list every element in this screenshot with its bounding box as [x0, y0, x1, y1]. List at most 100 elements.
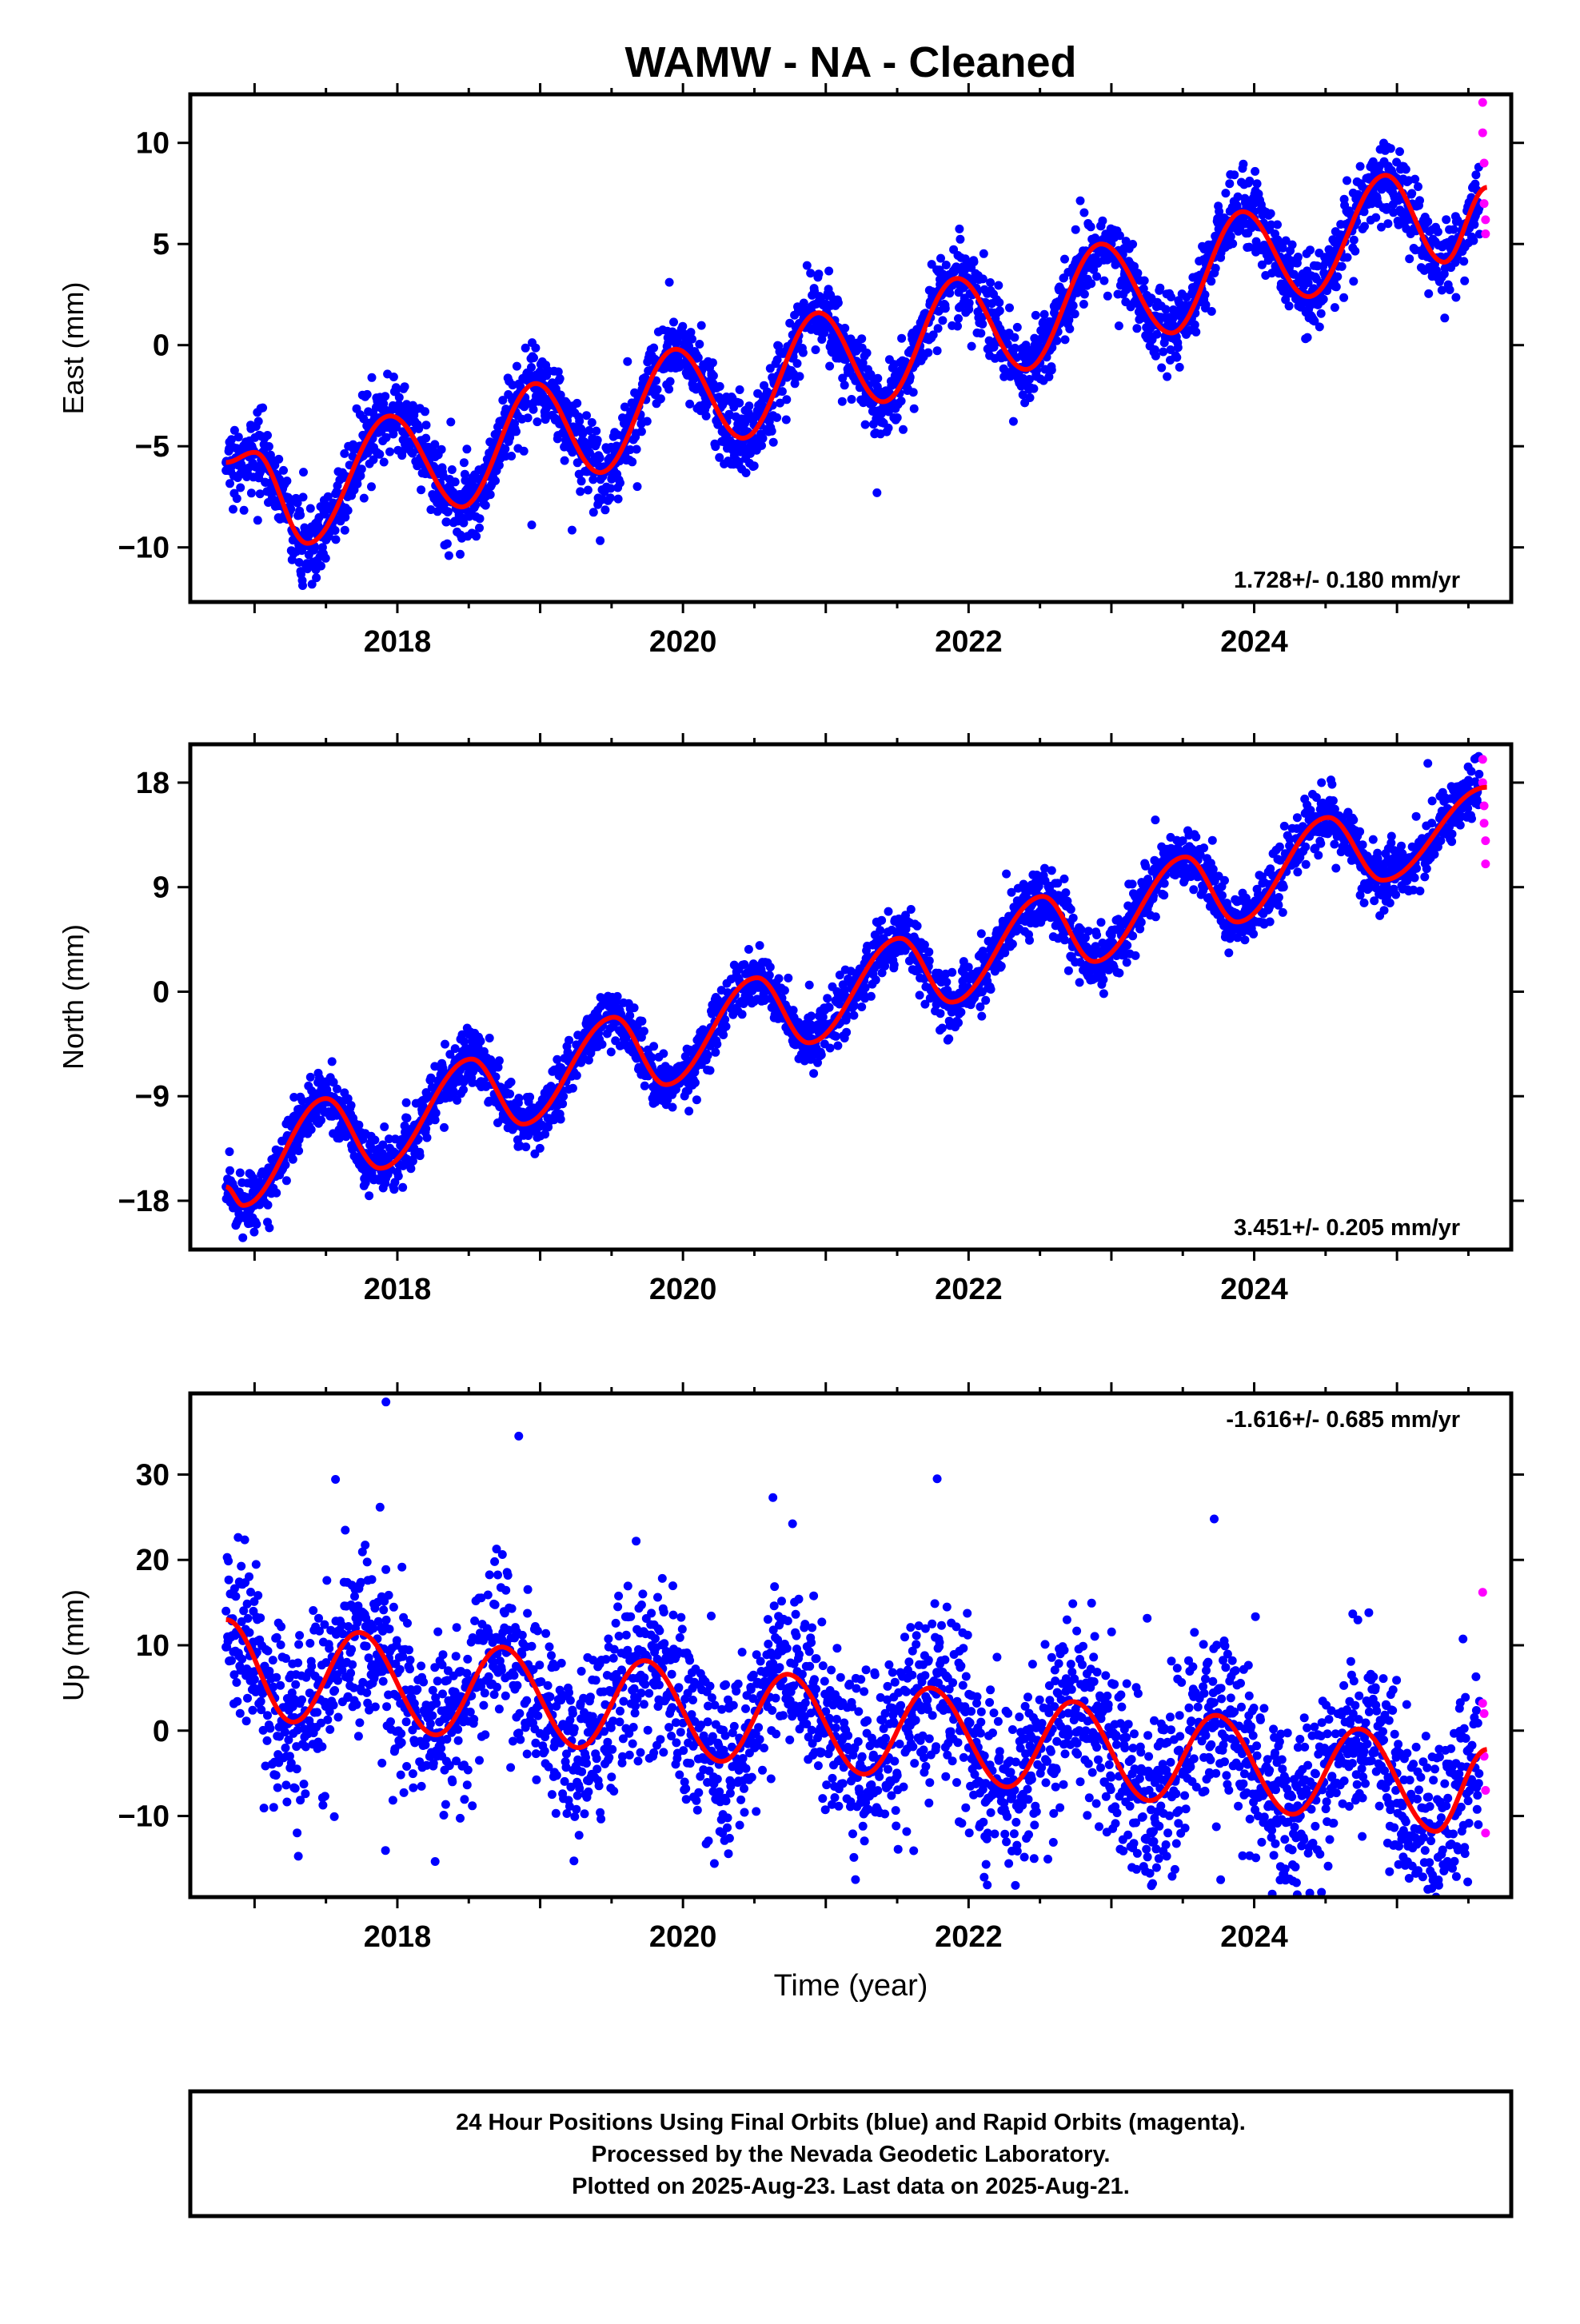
final-orbit-point [1139, 284, 1148, 293]
final-orbit-point [1005, 303, 1014, 313]
final-orbit-point [932, 346, 942, 356]
final-orbit-point [953, 321, 962, 331]
final-orbit-point [735, 385, 744, 394]
final-orbit-point [501, 444, 510, 454]
final-orbit-point [871, 975, 880, 985]
final-orbit-point [978, 319, 988, 329]
final-orbit-point [690, 1078, 700, 1087]
final-orbit-point [1190, 320, 1199, 329]
east-y-ticks [178, 142, 1524, 549]
final-orbit-point [1359, 207, 1369, 217]
final-orbit-point [1075, 196, 1085, 205]
final-orbit-point [809, 1069, 819, 1078]
final-orbit-point [1010, 333, 1019, 342]
final-orbit-point [955, 224, 964, 233]
final-orbit-point [235, 1168, 245, 1178]
final-orbit-point [1061, 888, 1071, 898]
final-orbit-point [582, 411, 591, 421]
final-orbit-point [1207, 307, 1216, 316]
final-orbit-point [1230, 170, 1239, 180]
final-orbit-point [806, 269, 816, 278]
final-orbit-point [512, 361, 521, 371]
final-orbit-point [378, 1140, 388, 1150]
final-orbit-point [1351, 246, 1360, 256]
final-orbit-point [450, 477, 460, 487]
final-orbit-point [272, 1188, 281, 1198]
final-orbit-point [1060, 335, 1070, 345]
final-orbit-point [225, 1166, 234, 1175]
final-orbit-point [1389, 208, 1398, 217]
final-orbit-point [422, 1133, 432, 1142]
final-orbit-point [862, 349, 872, 357]
final-orbit-point [866, 991, 876, 1001]
final-orbit-point [310, 543, 320, 552]
final-orbit-point [924, 956, 934, 966]
final-orbit-point [1226, 232, 1235, 241]
final-orbit-point [1215, 207, 1224, 216]
y-tick-label: 10 [136, 127, 170, 161]
final-orbit-point [1029, 384, 1039, 393]
final-orbit-point [457, 1030, 467, 1039]
final-orbit-point [529, 405, 538, 414]
final-orbit-point [394, 393, 404, 402]
final-orbit-point [531, 343, 541, 353]
final-orbit-point [529, 353, 538, 363]
final-orbit-point [1371, 213, 1381, 222]
final-orbit-point [514, 1094, 524, 1103]
final-orbit-point [362, 389, 372, 399]
final-orbit-point [842, 1027, 852, 1037]
final-orbit-point [937, 1023, 947, 1033]
final-orbit-point [737, 1010, 747, 1019]
final-orbit-point [1064, 315, 1074, 325]
final-orbit-point [258, 403, 268, 413]
final-orbit-point [587, 418, 596, 427]
final-orbit-point [781, 415, 791, 425]
final-orbit-point [757, 440, 766, 450]
final-orbit-point [637, 1016, 647, 1026]
final-orbit-point [1003, 339, 1012, 349]
final-orbit-point [249, 1227, 259, 1237]
final-orbit-point [933, 324, 943, 333]
final-orbit-point [565, 1035, 573, 1045]
final-orbit-point [1306, 245, 1315, 255]
final-orbit-point [354, 1120, 364, 1130]
final-orbit-point [1407, 189, 1417, 198]
final-orbit-point [623, 357, 632, 366]
final-orbit-point [553, 1054, 562, 1064]
final-orbit-point [628, 457, 637, 467]
final-orbit-point [519, 446, 529, 456]
final-orbit-point [521, 1142, 531, 1152]
final-orbit-point [494, 1056, 504, 1066]
final-orbit-point [1167, 293, 1175, 301]
final-orbit-point [741, 468, 751, 477]
east-frame [188, 92, 1514, 604]
final-orbit-point [553, 367, 563, 377]
final-orbit-point [1293, 253, 1303, 261]
final-orbit-point [664, 385, 674, 394]
final-orbit-point [986, 278, 995, 287]
final-orbit-point [312, 573, 321, 583]
east-rate-label: 1.728+/- 0.180 mm/yr [1234, 568, 1460, 593]
final-orbit-point [1175, 362, 1184, 372]
final-orbit-point [1377, 222, 1386, 232]
final-orbit-point [945, 289, 955, 298]
final-orbit-point [447, 465, 457, 474]
final-orbit-point [979, 249, 988, 258]
final-orbit-point [1278, 243, 1287, 253]
final-orbit-point [1076, 925, 1086, 935]
final-orbit-point [1099, 989, 1108, 999]
final-orbit-point [678, 321, 688, 331]
final-orbit-point [956, 234, 965, 244]
final-orbit-point [305, 1072, 315, 1082]
final-orbit-point [1089, 265, 1099, 274]
final-orbit-point [1401, 165, 1410, 174]
final-orbit-point [221, 466, 231, 476]
final-orbit-point [744, 945, 753, 954]
final-orbit-point [1122, 285, 1131, 294]
final-orbit-point [1155, 283, 1165, 293]
final-orbit-point [656, 394, 665, 404]
final-orbit-point [1207, 277, 1216, 286]
x-tick-label: 2024 [1220, 625, 1288, 659]
final-orbit-point [305, 504, 315, 513]
final-orbit-point [1287, 240, 1297, 249]
